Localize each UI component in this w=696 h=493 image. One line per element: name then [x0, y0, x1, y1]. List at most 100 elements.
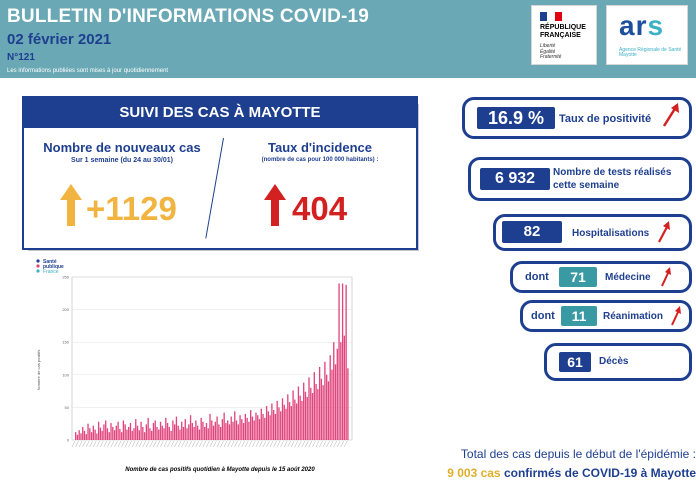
plot-area: 0 50 100 150 200 250 — [62, 275, 353, 448]
incidence-value: 404 — [292, 190, 348, 227]
chart-bar — [117, 421, 119, 440]
ars-logo: ars Agence Régionale de Santé Mayotte — [606, 5, 688, 65]
x-tick-mark — [333, 440, 337, 448]
x-tick-mark — [209, 440, 214, 448]
chart-bar — [248, 421, 250, 440]
chart-bar — [168, 426, 171, 440]
x-tick-mark — [248, 440, 252, 448]
chart-bar — [230, 416, 232, 440]
chart-bar — [170, 430, 172, 440]
x-tick-mark — [100, 440, 104, 448]
arrow-up-red-icon — [671, 306, 681, 326]
x-tick-mark — [255, 440, 260, 448]
x-tick-mark — [89, 440, 93, 448]
sp-dot-icon — [36, 269, 40, 273]
x-tick-mark — [160, 440, 164, 448]
chart-bar — [145, 424, 148, 440]
chart-bar — [133, 428, 135, 440]
x-tick-mark — [301, 440, 305, 448]
x-tick-mark — [230, 440, 235, 448]
x-tick-mark — [206, 440, 210, 448]
chart-bar — [288, 402, 291, 440]
x-tick-mark — [149, 440, 153, 448]
x-tick-mark — [96, 440, 100, 448]
chart-bar — [235, 420, 238, 440]
deces-label: Décès — [599, 356, 629, 367]
chart-bar — [281, 398, 284, 440]
chart-bar — [272, 410, 275, 440]
chart-bar — [159, 421, 162, 440]
chart-bar — [345, 284, 347, 440]
chart-bar — [96, 433, 98, 440]
chart-bar — [225, 423, 227, 440]
x-tick-mark — [262, 440, 267, 448]
hospitalisations-label: Hospitalisations — [572, 228, 650, 239]
x-tick-mark — [319, 440, 323, 448]
chart-bar — [216, 416, 218, 440]
chart-bar — [228, 424, 231, 440]
reanimation-value: 11 — [561, 306, 597, 326]
x-tick-mark — [110, 440, 115, 448]
chart-bar — [131, 430, 133, 440]
tests-card: 6 932 Nombre de tests réalisés cette sem… — [468, 157, 692, 201]
y-tick-label: 50 — [65, 405, 70, 410]
total-cases-rest: confirmés de COVID-19 à Mayotte — [500, 466, 696, 480]
x-tick-mark — [291, 440, 295, 448]
chart-bar — [274, 413, 277, 440]
chart-bar — [161, 425, 163, 440]
x-tick-mark — [216, 440, 221, 448]
chart-bar — [205, 423, 208, 440]
x-tick-mark — [252, 440, 256, 448]
chart-bar — [290, 406, 292, 440]
arrow-up-red-icon — [264, 184, 286, 226]
x-tick-mark — [192, 440, 196, 448]
chart-bar — [188, 424, 190, 440]
sante-publique-logo: Santé publique France — [36, 259, 64, 275]
x-tick-mark — [163, 440, 168, 448]
chart-bar — [258, 419, 261, 440]
chart-bar — [113, 430, 116, 440]
tests-value: 6 932 — [480, 168, 550, 190]
x-tick-mark — [82, 440, 86, 448]
chart-bar — [334, 364, 337, 440]
chart-bar — [89, 428, 91, 440]
x-tick-mark — [234, 440, 238, 448]
x-tick-mark — [305, 440, 309, 448]
chart-bar — [212, 425, 215, 440]
chart-bar — [147, 417, 149, 440]
bulletin-title: BULLETIN D'INFORMATIONS COVID-19 — [7, 6, 370, 27]
x-tick-mark — [78, 440, 83, 448]
chart-bar — [287, 394, 289, 440]
chart-bar — [219, 426, 222, 440]
chart-bar — [313, 372, 315, 440]
x-tick-mark — [75, 440, 79, 448]
x-tick-mark — [213, 440, 217, 448]
bulletin-number: N°121 — [7, 52, 35, 63]
chart-bar — [138, 430, 140, 440]
flag-icon — [540, 12, 562, 21]
positivity-card: 16.9 % Taux de positivité — [462, 97, 692, 139]
bulletin-date: 02 février 2021 — [7, 31, 112, 48]
chart-bar — [304, 391, 307, 440]
chart-bar — [253, 420, 255, 440]
reanimation-card: dont 11 Réanimation — [520, 300, 692, 332]
update-note: Les informations publiées sont mises à j… — [7, 68, 169, 74]
x-tick-mark — [156, 440, 161, 448]
sp-line1: Santé — [43, 259, 57, 265]
chart-bar — [175, 416, 178, 440]
x-tick-mark — [153, 440, 157, 448]
x-tick-mark — [312, 440, 316, 448]
chart-bar — [306, 396, 308, 440]
deces-value: 61 — [559, 352, 591, 372]
chart-bar — [239, 415, 241, 440]
chart-bar — [218, 424, 220, 440]
x-tick-mark — [326, 440, 330, 448]
chart-bar — [186, 428, 188, 440]
chart-bar — [182, 426, 185, 440]
medecine-label: Médecine — [605, 272, 651, 283]
x-tick-mark — [315, 440, 320, 448]
header-banner: BULLETIN D'INFORMATIONS COVID-19 02 févr… — [0, 0, 696, 78]
x-tick-mark — [259, 440, 263, 448]
x-tick-mark — [138, 440, 143, 448]
chart-bar — [152, 423, 155, 440]
